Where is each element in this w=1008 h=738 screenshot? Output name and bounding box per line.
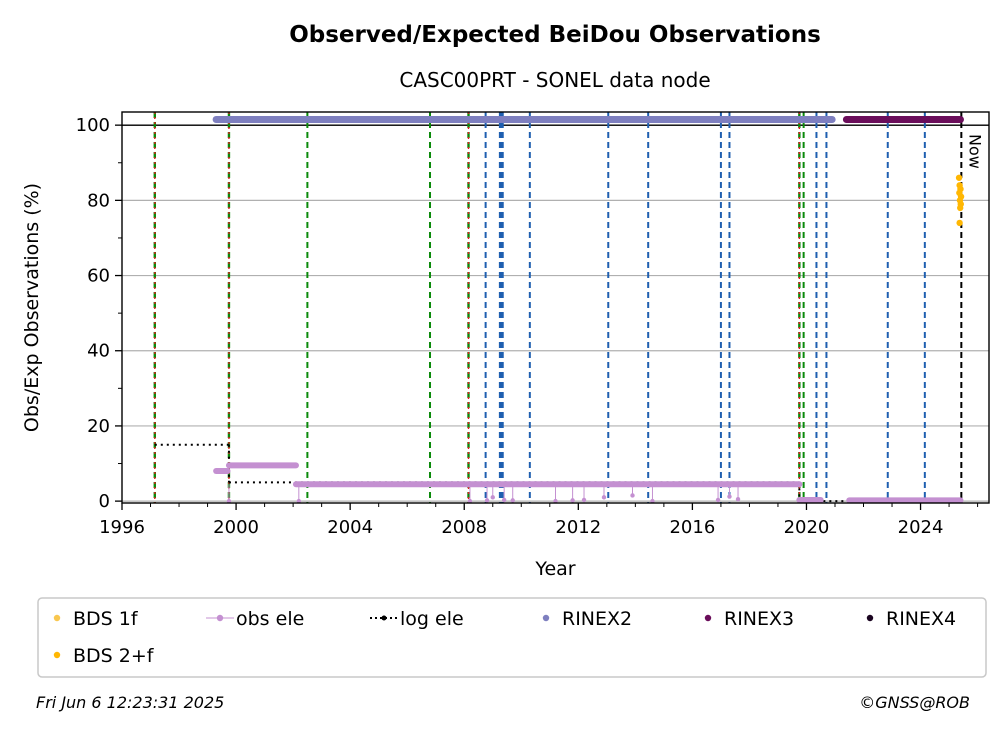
series-obs-ele-point: [715, 497, 721, 503]
x-tick-label: 1996: [99, 517, 145, 538]
y-tick-label: 100: [76, 115, 110, 136]
y-tick-label: 20: [87, 416, 110, 437]
legend-marker: [216, 614, 224, 622]
series-bds2f-point: [955, 174, 963, 181]
y-tick-label: 0: [99, 491, 110, 512]
series-obs-ele-point: [650, 498, 655, 504]
series-obs-ele-point: [727, 494, 732, 499]
series-obs-ele-point: [226, 498, 232, 504]
series-obs-ele-point: [467, 498, 473, 504]
x-tick-label: 2024: [898, 517, 944, 538]
series-obs-ele-point: [484, 498, 490, 503]
legend-label: log ele: [400, 608, 464, 630]
chart-title: Observed/Expected BeiDou Observations: [289, 22, 821, 48]
x-axis-label: Year: [534, 558, 575, 580]
series-obs-ele-point: [570, 498, 575, 503]
legend-marker: [866, 614, 874, 622]
x-tick-label: 2004: [327, 517, 373, 538]
legend-label: BDS 2+f: [73, 645, 155, 667]
legend-label: obs ele: [236, 608, 304, 630]
series-obs-ele-point: [601, 495, 607, 500]
legend-marker: [53, 614, 61, 622]
series-obs-ele-point: [735, 497, 741, 502]
series-obs-ele-point: [581, 497, 587, 503]
series-obs-ele-point: [501, 497, 507, 503]
legend-label: BDS 1f: [73, 608, 139, 630]
copyright-credit: ©GNSS@ROB: [859, 693, 970, 712]
x-tick-label: 2012: [555, 517, 601, 538]
series-obs-ele-point: [553, 498, 558, 504]
x-tick-label: 2000: [213, 517, 259, 538]
x-tick-label: 2008: [441, 517, 487, 538]
legend-box: [37, 597, 987, 678]
y-axis-label: Obs/Exp Observations (%): [21, 183, 43, 432]
x-tick-label: 2016: [669, 517, 715, 538]
legend-label: RINEX4: [886, 608, 956, 630]
y-tick-label: 40: [87, 341, 110, 362]
legend-marker: [53, 651, 61, 659]
legend-label: RINEX2: [562, 608, 632, 630]
x-tick-label: 2020: [784, 517, 830, 538]
legend-marker: [542, 614, 550, 622]
legend-marker: [381, 615, 387, 621]
y-tick-label: 80: [87, 190, 110, 211]
series-obs-ele-point: [510, 498, 515, 503]
series-obs-ele-point: [630, 493, 635, 498]
series-obs-ele-point: [296, 498, 302, 504]
series-bds2f-point: [956, 219, 963, 227]
series-bds2f-point: [956, 204, 964, 212]
now-label: Now: [965, 134, 984, 169]
plot-frame: [121, 111, 990, 504]
chart-subtitle: CASC00PRT - SONEL data node: [399, 68, 710, 92]
series-obs-ele-point: [490, 495, 495, 500]
legend-label: RINEX3: [724, 608, 794, 630]
y-tick-label: 60: [87, 266, 110, 287]
legend-marker: [704, 614, 712, 622]
plot-timestamp: Fri Jun 6 12:23:31 2025: [36, 693, 225, 712]
